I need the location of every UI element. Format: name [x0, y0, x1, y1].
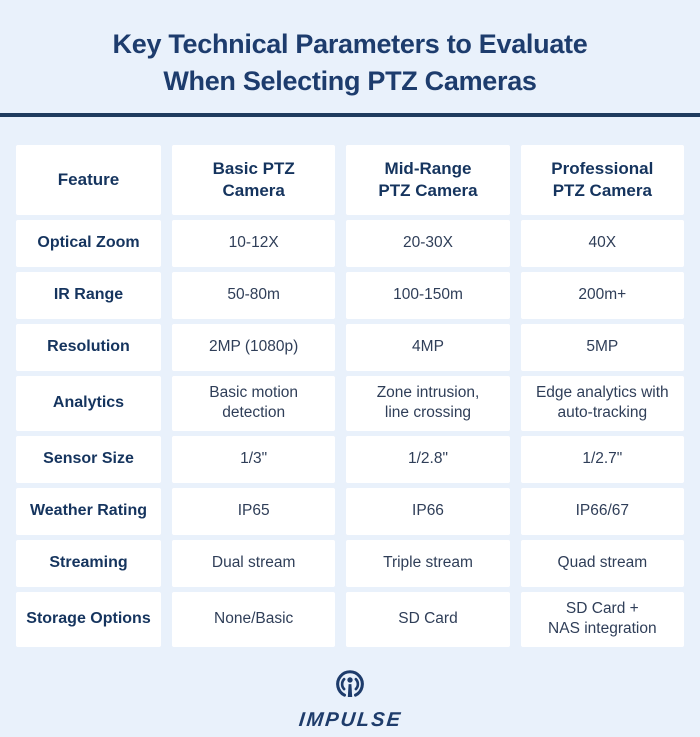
column-header-mid-range-ptz: Mid-Range PTZ Camera — [346, 144, 510, 215]
brand-footer: IMPULSE — [0, 668, 700, 732]
column-header-professional-ptz: Professional PTZ Camera — [520, 144, 684, 215]
row-label-optical-zoom: Optical Zoom — [16, 219, 161, 267]
table-cell: Edge analytics with auto-tracking — [520, 375, 684, 431]
table-cell: 10-12X — [172, 219, 336, 267]
table-cell: 50-80m — [172, 271, 336, 319]
title-divider — [0, 112, 700, 117]
table-cell: Triple stream — [346, 539, 510, 587]
page-title-line2: When Selecting PTZ Cameras — [163, 65, 537, 96]
row-label-resolution: Resolution — [16, 323, 161, 371]
comparison-table: Feature Basic PTZ Camera Mid-Range PTZ C… — [16, 144, 684, 647]
row-label-storage-options: Storage Options — [16, 591, 161, 647]
table-cell: Quad stream — [520, 539, 684, 587]
table-cell: 5MP — [520, 323, 684, 371]
table-cell: 20-30X — [346, 219, 510, 267]
row-label-analytics: Analytics — [16, 375, 161, 431]
page-title: Key Technical Parameters to Evaluate When… — [0, 26, 700, 100]
table-cell: None/Basic — [172, 591, 336, 647]
header: Key Technical Parameters to Evaluate When… — [0, 0, 700, 100]
table-cell: 4MP — [346, 323, 510, 371]
column-header-basic-ptz: Basic PTZ Camera — [172, 144, 336, 215]
table-cell: SD Card — [346, 591, 510, 647]
table-cell: Zone intrusion, line crossing — [346, 375, 510, 431]
table-cell: IP66/67 — [520, 487, 684, 535]
table-cell: Basic motion detection — [172, 375, 336, 431]
table-cell: 200m+ — [520, 271, 684, 319]
row-label-sensor-size: Sensor Size — [16, 435, 161, 483]
column-header-feature: Feature — [16, 144, 161, 215]
table-cell: 100-150m — [346, 271, 510, 319]
table-cell: 1/2.7" — [520, 435, 684, 483]
brand-wordmark: IMPULSE — [297, 708, 403, 731]
table-cell: IP66 — [346, 487, 510, 535]
table-cell: 2MP (1080p) — [172, 323, 336, 371]
row-label-streaming: Streaming — [16, 539, 161, 587]
table-cell: Dual stream — [172, 539, 336, 587]
table-cell: 1/3" — [172, 435, 336, 483]
impulse-broadcast-icon — [336, 670, 364, 697]
row-label-weather-rating: Weather Rating — [16, 487, 161, 535]
table-cell: IP65 — [172, 487, 336, 535]
table-cell: 40X — [520, 219, 684, 267]
table-cell: 1/2.8" — [346, 435, 510, 483]
row-label-ir-range: IR Range — [16, 271, 161, 319]
table-cell: SD Card + NAS integration — [520, 591, 684, 647]
page-title-line1: Key Technical Parameters to Evaluate — [112, 29, 588, 59]
